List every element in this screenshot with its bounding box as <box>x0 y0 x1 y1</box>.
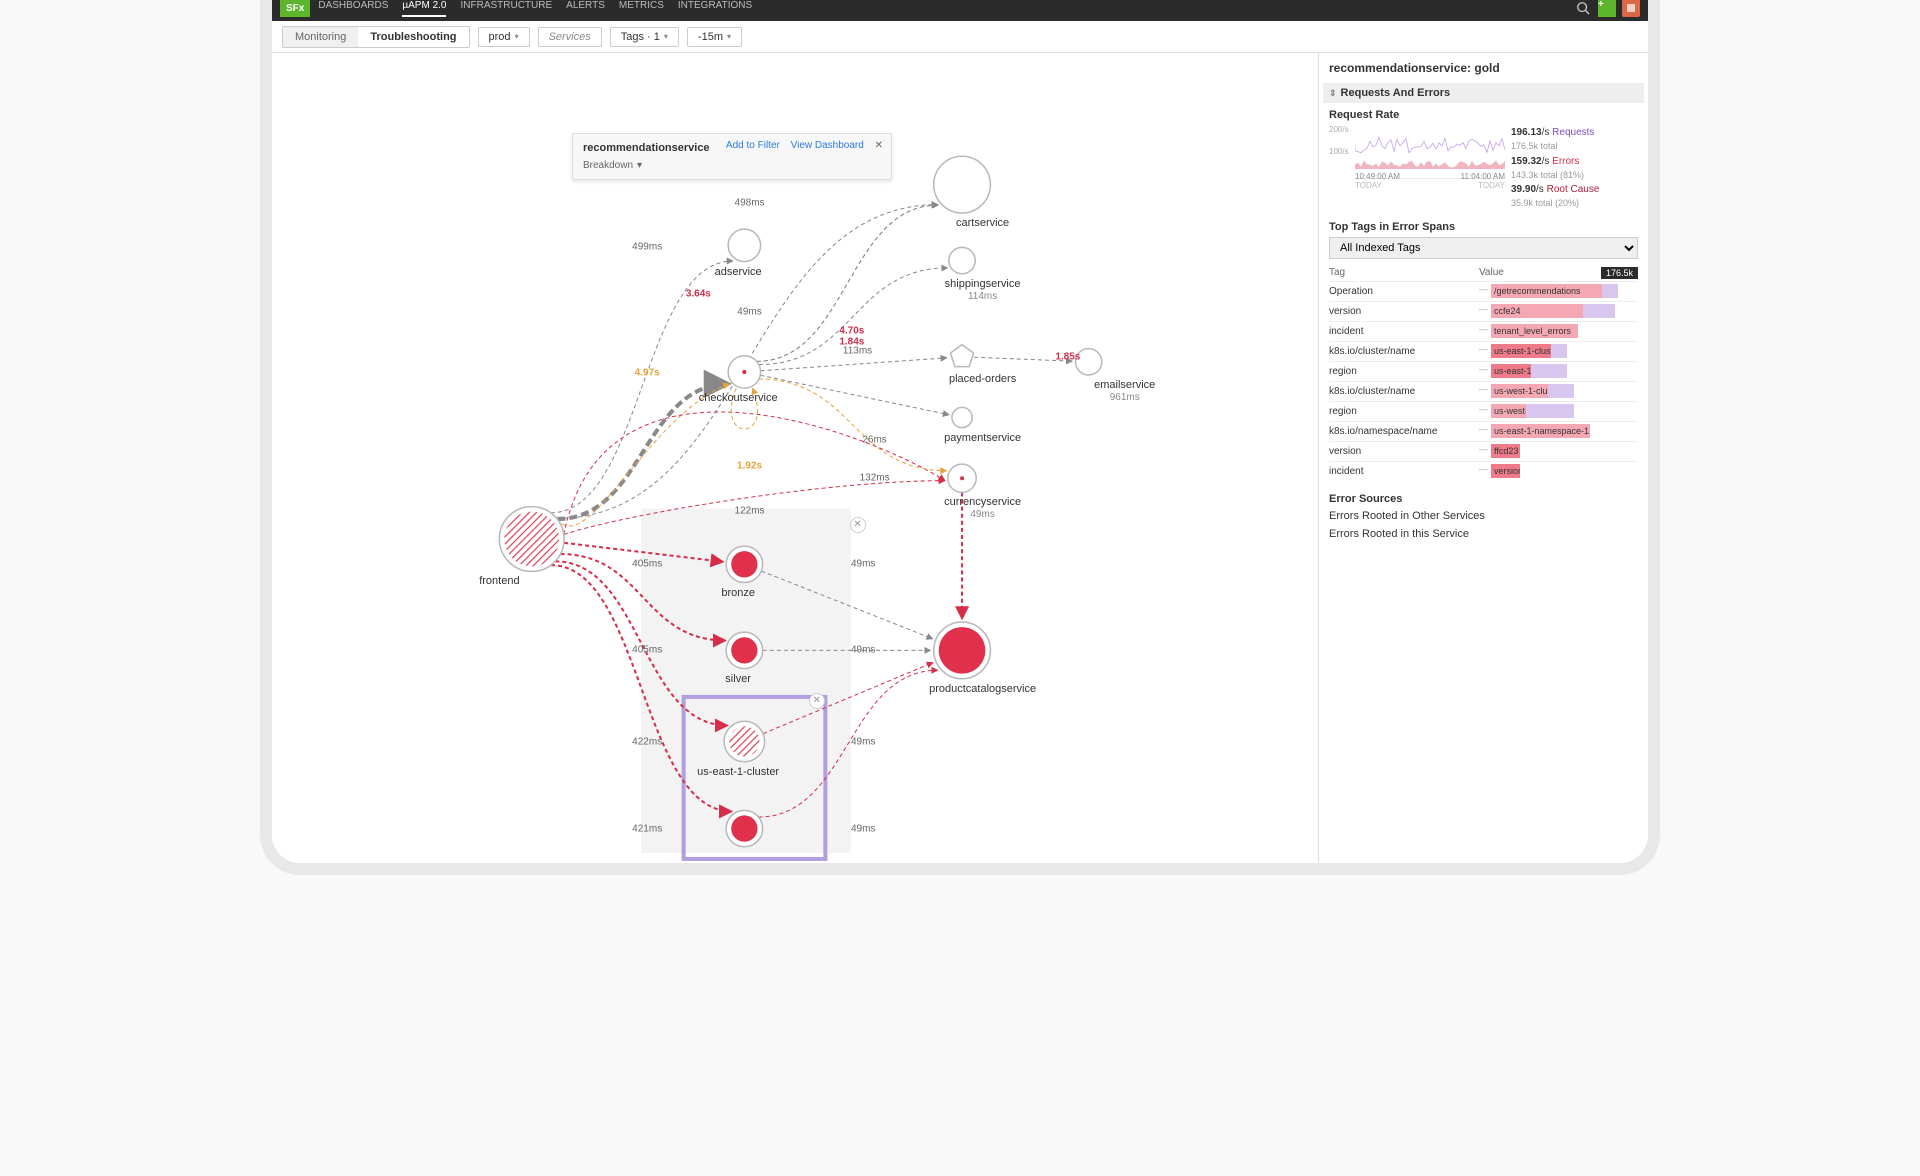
nav-apm20[interactable]: µAPM 2.0 <box>402 0 446 17</box>
tag-row[interactable]: version—ccfe24 <box>1329 301 1638 321</box>
node-label-paymentservice: paymentservice <box>944 432 1021 444</box>
time-select[interactable]: -15m▾ <box>687 27 742 47</box>
notifications-icon[interactable] <box>1622 0 1640 17</box>
tag-row[interactable]: region—us-west-1 <box>1329 401 1638 421</box>
close-icon[interactable]: ✕ <box>875 140 883 151</box>
node-label-emailservice: emailservice961ms <box>1094 379 1155 403</box>
error-sources: Error Sources Errors Rooted in Other Ser… <box>1329 491 1638 544</box>
edge-latency: 3.64s <box>686 288 711 299</box>
node-label-frontend: frontend <box>479 575 519 587</box>
topbar: SFx DASHBOARDS µAPM 2.0 INFRASTRUCTURE ALER… <box>272 0 1648 21</box>
tag-row[interactable]: k8s.io/cluster/name—us-east-1-cluster <box>1329 341 1638 361</box>
sidebar: recommendationservice: gold Requests And… <box>1318 53 1648 863</box>
nav-metrics[interactable]: METRICS <box>619 0 664 17</box>
nav-dashboards[interactable]: DASHBOARDS <box>318 0 388 17</box>
request-rate-label: Request Rate <box>1329 109 1638 121</box>
service-popup: recommendationservice Add to Filter View… <box>572 133 892 180</box>
tag-row[interactable]: Operation—/getrecommendations <box>1329 281 1638 301</box>
top-tags-heading: Top Tags in Error Spans <box>1329 221 1638 233</box>
box-close-icon[interactable]: ✕ <box>809 693 825 709</box>
service-map-canvas[interactable]: frontend cartservice adservice shippingserv… <box>272 53 1318 863</box>
node-label-placed-orders: placed-orders <box>949 373 1016 385</box>
edge-latency: 498ms <box>735 197 765 208</box>
edge-latency: 26ms <box>862 434 886 445</box>
edge-latency: 49ms <box>851 559 875 570</box>
edge-latency: 499ms <box>632 242 662 253</box>
edge-latency: 132ms <box>860 473 890 484</box>
node-label-silver: silver <box>725 673 751 685</box>
tag-row[interactable]: incident—version_errors <box>1329 461 1638 481</box>
breakdown-select[interactable]: Breakdown ▾ <box>583 160 642 171</box>
edge-latency: 122ms <box>735 505 765 516</box>
seg-troubleshooting[interactable]: Troubleshooting <box>358 27 468 47</box>
edge-latency: 422ms <box>632 736 662 747</box>
box-close-icon[interactable]: ✕ <box>850 517 866 533</box>
stat-summary: 196.13/s Requests 176.5k total 159.32/s … <box>1511 125 1599 211</box>
section-requests-errors[interactable]: Requests And Errors <box>1323 83 1644 103</box>
node-label-currencyservice: currencyservice49ms <box>944 496 1021 520</box>
edge-latency: 49ms <box>851 645 875 656</box>
tag-row[interactable]: k8s.io/namespace/name—us-east-1-namespac… <box>1329 421 1638 441</box>
edge-latency: 49ms <box>851 823 875 834</box>
edge-latency: 421ms <box>632 823 662 834</box>
node-label-productcatalogservice: productcatalogservice <box>929 683 1036 695</box>
nav-infrastructure[interactable]: INFRASTRUCTURE <box>460 0 552 17</box>
services-select[interactable]: Services <box>538 27 602 47</box>
nav-alerts[interactable]: ALERTS <box>566 0 605 17</box>
sparkline-chart: 200/s 100/s 10:49:00 AMTODAY11:04:00 AMT… <box>1355 125 1505 179</box>
node-label-shippingservice: shippingservice114ms <box>945 278 1021 302</box>
search-icon[interactable] <box>1574 0 1592 17</box>
view-segment: MonitoringTroubleshooting <box>282 26 470 48</box>
logo: SFx <box>280 0 310 17</box>
tags-table-header: Tag Value176.5k <box>1329 265 1638 281</box>
seg-monitoring[interactable]: Monitoring <box>283 27 358 47</box>
node-label-bronze: bronze <box>721 587 755 599</box>
node-label-us-east-1-cluster: us-east-1-cluster <box>697 766 779 778</box>
edge-latency: 405ms <box>632 645 662 656</box>
edge-latency: 49ms <box>737 307 761 318</box>
node-label-checkoutservice: checkoutservice <box>699 392 778 404</box>
sidebar-title: recommendationservice: gold <box>1329 61 1638 75</box>
add-button[interactable]: + <box>1598 0 1616 17</box>
edge-latency: 49ms <box>851 736 875 747</box>
edge-latency: 405ms <box>632 559 662 570</box>
nav-integrations[interactable]: INTEGRATIONS <box>678 0 752 17</box>
edge-latency: 1.85s <box>1055 351 1080 362</box>
edge-latency: 1.92s <box>737 461 762 472</box>
env-select[interactable]: prod▾ <box>478 27 530 47</box>
tag-row[interactable]: incident—tenant_level_errors <box>1329 321 1638 341</box>
tags-filter-select[interactable]: All Indexed Tags <box>1329 237 1638 259</box>
top-nav: DASHBOARDS µAPM 2.0 INFRASTRUCTURE ALERTS ME… <box>318 0 752 17</box>
tag-row[interactable]: version—ffcd23 <box>1329 441 1638 461</box>
subbar: MonitoringTroubleshooting prod▾ Services… <box>272 21 1648 53</box>
edge-latency: 4.97s <box>635 367 660 378</box>
tags-select[interactable]: Tags · 1▾ <box>610 27 679 47</box>
tag-row[interactable]: region—us-east-1 <box>1329 361 1638 381</box>
node-label-cartservice: cartservice <box>956 217 1009 229</box>
add-filter-link[interactable]: Add to Filter <box>726 140 780 151</box>
tag-row[interactable]: k8s.io/cluster/name—us-west-1-cluster <box>1329 381 1638 401</box>
view-dashboard-link[interactable]: View Dashboard <box>791 140 864 151</box>
edge-latency: 113ms <box>843 345 872 356</box>
node-label-adservice: adservice <box>715 266 762 278</box>
